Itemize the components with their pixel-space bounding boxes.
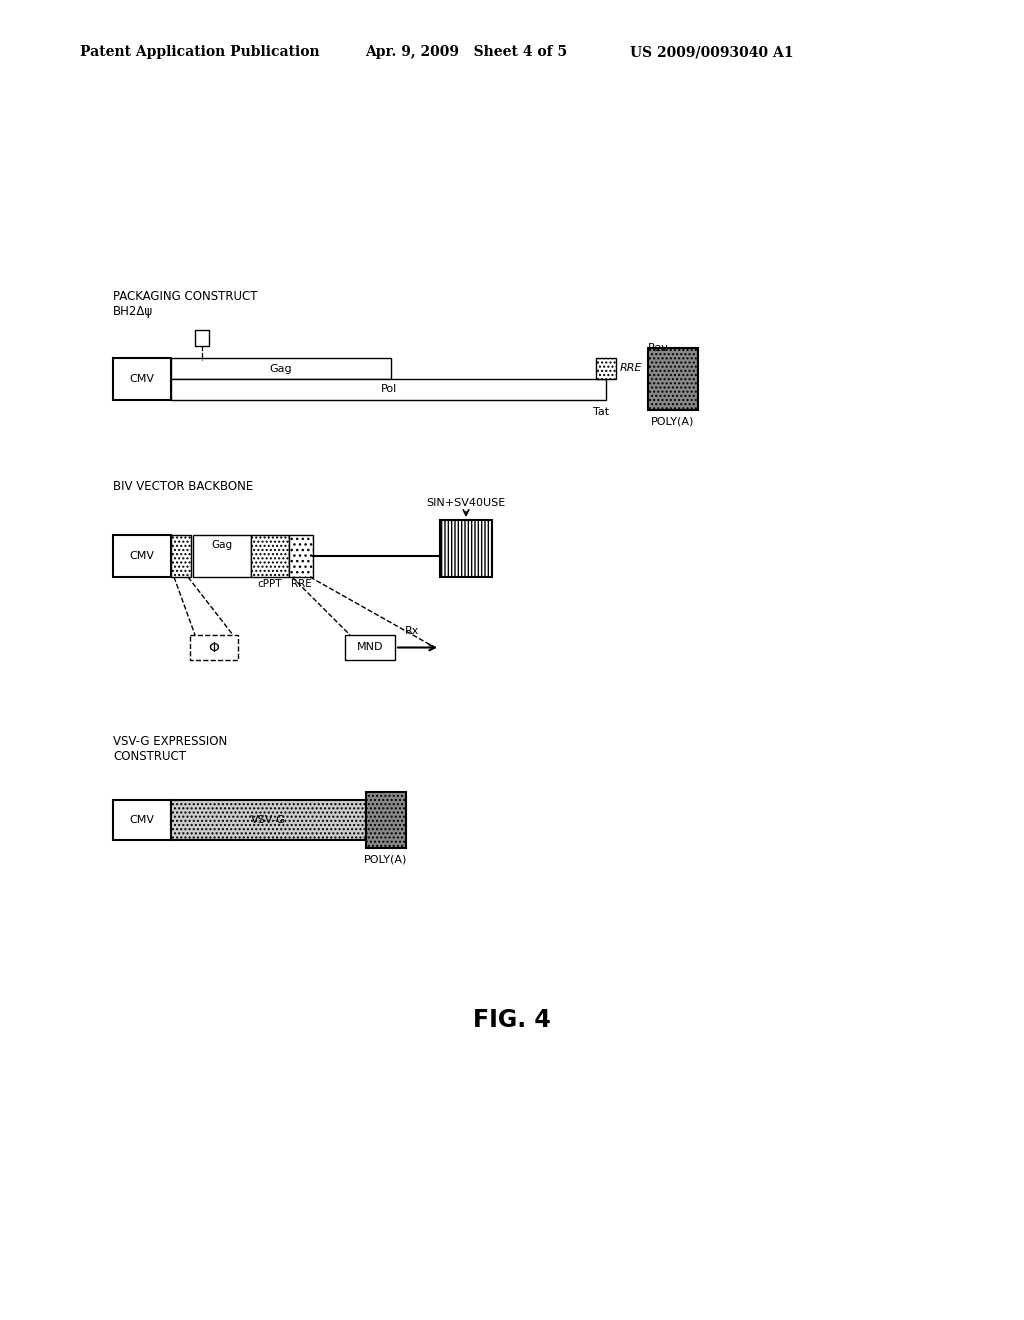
- Text: Apr. 9, 2009   Sheet 4 of 5: Apr. 9, 2009 Sheet 4 of 5: [365, 45, 567, 59]
- Text: Tat: Tat: [593, 407, 609, 417]
- Bar: [195, 330, 209, 346]
- Text: VSV-G EXPRESSION: VSV-G EXPRESSION: [113, 735, 227, 748]
- Bar: [440, 520, 492, 577]
- Bar: [648, 348, 698, 411]
- Bar: [171, 358, 391, 379]
- Bar: [113, 800, 171, 840]
- Text: RRE: RRE: [620, 363, 642, 374]
- Text: CMV: CMV: [129, 374, 155, 384]
- Text: MND: MND: [356, 643, 383, 652]
- Text: Pol: Pol: [380, 384, 396, 395]
- Bar: [171, 800, 366, 840]
- Text: BIV VECTOR BACKBONE: BIV VECTOR BACKBONE: [113, 480, 253, 492]
- Text: Φ: Φ: [209, 640, 219, 655]
- Text: CMV: CMV: [129, 550, 155, 561]
- Text: FIG. 4: FIG. 4: [473, 1008, 551, 1032]
- Text: BH2Δψ: BH2Δψ: [113, 305, 154, 318]
- Text: PACKAGING CONSTRUCT: PACKAGING CONSTRUCT: [113, 290, 257, 304]
- Text: CMV: CMV: [129, 814, 155, 825]
- Text: Rev: Rev: [648, 343, 669, 352]
- Text: Rx: Rx: [406, 626, 420, 635]
- Bar: [171, 379, 606, 400]
- Bar: [251, 535, 289, 577]
- Text: Gag: Gag: [269, 363, 292, 374]
- Bar: [171, 535, 191, 577]
- Text: cPPT: cPPT: [258, 579, 283, 589]
- Text: CONSTRUCT: CONSTRUCT: [113, 750, 186, 763]
- Bar: [113, 358, 171, 400]
- Text: Gag: Gag: [211, 540, 232, 550]
- Bar: [596, 358, 616, 379]
- Bar: [366, 792, 406, 847]
- Bar: [289, 535, 313, 577]
- Text: Patent Application Publication: Patent Application Publication: [80, 45, 319, 59]
- Bar: [345, 635, 395, 660]
- Text: POLY(A): POLY(A): [365, 855, 408, 865]
- Bar: [113, 535, 171, 577]
- Text: RRE: RRE: [291, 579, 311, 589]
- Bar: [193, 535, 251, 577]
- Text: SIN+SV40USE: SIN+SV40USE: [426, 498, 506, 508]
- Text: POLY(A): POLY(A): [651, 417, 694, 426]
- Text: VSV-G: VSV-G: [251, 814, 286, 825]
- Text: US 2009/0093040 A1: US 2009/0093040 A1: [630, 45, 794, 59]
- Bar: [190, 635, 238, 660]
